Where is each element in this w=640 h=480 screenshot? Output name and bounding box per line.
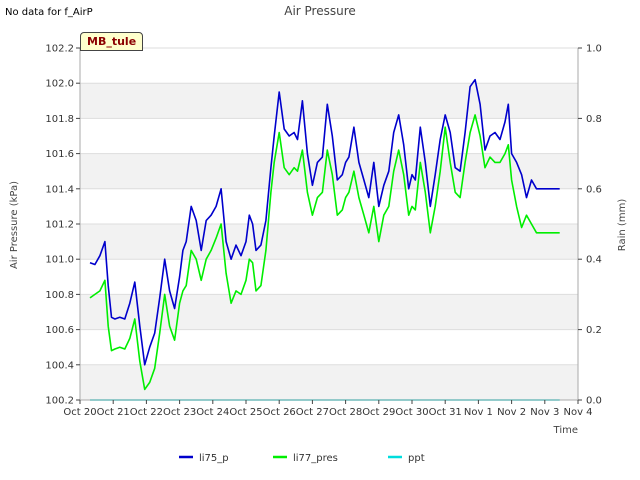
legend-label-ppt: ppt bbox=[408, 453, 425, 464]
y-tick-label: 101.0 bbox=[45, 255, 74, 266]
x-tick-label: Oct 23 bbox=[163, 407, 196, 418]
y-tick-label: 101.4 bbox=[45, 184, 74, 195]
plot-band bbox=[80, 48, 578, 84]
plot-band bbox=[80, 118, 578, 154]
y-tick-label: 102.0 bbox=[45, 79, 74, 90]
x-tick-label: Oct 26 bbox=[263, 407, 296, 418]
y2-tick-label: 0.4 bbox=[586, 255, 602, 266]
x-tick-label: Oct 30 bbox=[395, 407, 428, 418]
legend-label-li77_pres: li77_pres bbox=[293, 453, 338, 464]
y2-axis-ticks: 0.0 0.2 0.4 0.6 0.8 1.0 bbox=[578, 44, 602, 407]
x-tick-label: Nov 4 bbox=[563, 407, 592, 418]
series-line-li75_p bbox=[89, 78, 560, 366]
legend-label-li75_p: li75_p bbox=[199, 453, 229, 464]
chart-legend: li75_p li77_pres ppt bbox=[179, 453, 425, 464]
y2-tick-label: 1.0 bbox=[586, 44, 602, 55]
plot-band bbox=[80, 224, 578, 260]
x-tick-label: Nov 1 bbox=[464, 407, 493, 418]
no-data-message: No data for f_AirP bbox=[5, 7, 93, 18]
plot-band bbox=[80, 294, 578, 330]
y-tick-label: 101.6 bbox=[45, 149, 74, 160]
series-line-li77_pres bbox=[89, 114, 560, 391]
x-tick-label: Oct 27 bbox=[296, 407, 329, 418]
x-tick-label: Oct 31 bbox=[429, 407, 462, 418]
y2-tick-label: 0.6 bbox=[586, 184, 602, 195]
y-tick-label: 102.2 bbox=[45, 44, 74, 55]
x-axis-label: Time bbox=[553, 425, 578, 436]
x-tick-label: Oct 25 bbox=[229, 407, 262, 418]
y2-tick-label: 0.0 bbox=[586, 396, 602, 407]
plot-band bbox=[80, 364, 578, 400]
y-tick-label: 100.6 bbox=[45, 325, 74, 336]
y-tick-label: 101.2 bbox=[45, 220, 74, 231]
y-axis-ticks: 100.2 100.4 100.6 100.8 101.0 101.2 101.4 101.6… bbox=[45, 44, 80, 407]
plot-band bbox=[80, 329, 578, 365]
chart-title: Air Pressure bbox=[284, 4, 356, 18]
plot-band bbox=[80, 259, 578, 295]
y-tick-label: 100.2 bbox=[45, 396, 74, 407]
y-tick-label: 100.4 bbox=[45, 360, 74, 371]
x-tick-label: Oct 28 bbox=[329, 407, 362, 418]
x-tick-label: Oct 22 bbox=[130, 407, 163, 418]
station-label-badge: MB_tule bbox=[80, 32, 144, 51]
y-tick-label: 101.8 bbox=[45, 114, 74, 125]
x-tick-label: Oct 21 bbox=[97, 407, 130, 418]
y2-axis-label: Rain (mm) bbox=[617, 199, 628, 252]
x-axis-ticks: Oct 20 Oct 21 Oct 22 Oct 23 Oct 24 Oct 25 Oct … bbox=[63, 400, 593, 418]
x-tick-label: Oct 29 bbox=[362, 407, 395, 418]
y2-tick-label: 0.2 bbox=[586, 325, 602, 336]
x-tick-label: Oct 20 bbox=[63, 407, 96, 418]
x-tick-label: Oct 24 bbox=[196, 407, 229, 418]
x-tick-label: Nov 2 bbox=[497, 407, 526, 418]
plot-background-bands bbox=[80, 48, 578, 400]
x-tick-label: Nov 3 bbox=[530, 407, 559, 418]
y-axis-label: Air Pressure (kPa) bbox=[9, 181, 20, 269]
plot-band bbox=[80, 188, 578, 224]
y-tick-label: 100.8 bbox=[45, 290, 74, 301]
y2-tick-label: 0.8 bbox=[586, 114, 602, 125]
